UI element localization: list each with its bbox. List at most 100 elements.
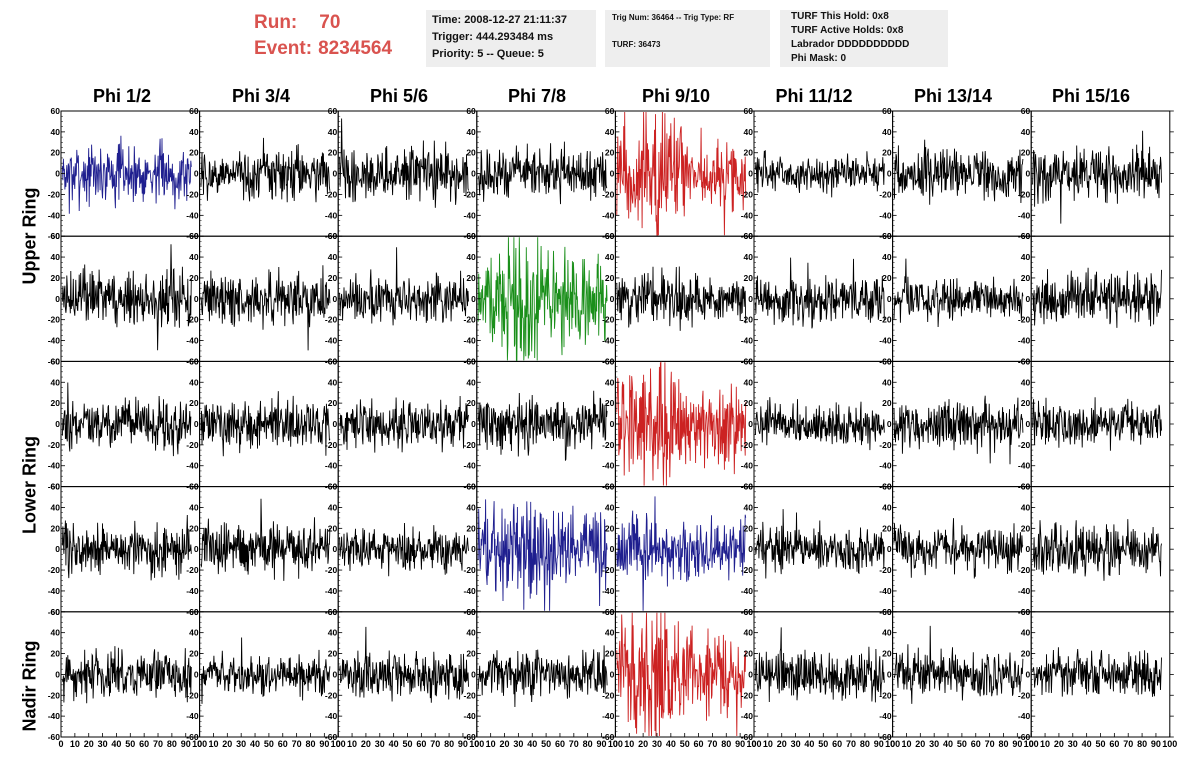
xtick-label-c0-60: 60 (139, 739, 149, 749)
ytick-label-r3-c0-20: 20 (51, 523, 61, 533)
ytick-label-r4-c7--40: -40 (1018, 711, 1031, 721)
ytick-label-r4-c5-40: 40 (744, 628, 754, 638)
xtick-label-c1-40: 40 (250, 739, 260, 749)
ytick-label-r0-c0--60: -60 (48, 231, 61, 241)
ytick-label-r3-c7-0: 0 (1025, 544, 1030, 554)
column-header-phi-5-6: Phi 5/6 (369, 86, 429, 106)
ytick-label-r4-c1--40: -40 (186, 711, 199, 721)
ytick-label-r1-c0-20: 20 (51, 273, 61, 283)
ytick-label-r0-c2--20: -20 (325, 189, 338, 199)
ytick-label-r2-c0--40: -40 (48, 461, 61, 471)
ytick-label-r1-c6--20: -20 (879, 315, 892, 325)
xtick-label-c0-90: 90 (181, 739, 191, 749)
xtick-label-c0-40: 40 (111, 739, 121, 749)
ytick-label-r1-c2-20: 20 (328, 273, 338, 283)
column-header-phi-13-14: Phi 13/14 (913, 86, 993, 106)
phi-mask-line: Phi Mask: 0 (791, 53, 847, 64)
ytick-label-r4-c1-40: 40 (189, 628, 199, 638)
ytick-label-r3-c6-60: 60 (882, 482, 892, 492)
ytick-label-r2-c7--40: -40 (1018, 461, 1031, 471)
ytick-label-r3-c0--60: -60 (48, 607, 61, 617)
ytick-label-r0-c6-40: 40 (882, 127, 892, 137)
xtick-label-c2-30: 30 (375, 739, 385, 749)
xtick-label-c0-20: 20 (84, 739, 94, 749)
ytick-label-r1-c1--40: -40 (186, 336, 199, 346)
ytick-label-r3-c0--20: -20 (48, 565, 61, 575)
ytick-label-r1-c1--20: -20 (186, 315, 199, 325)
ytick-label-r0-c4-0: 0 (610, 169, 615, 179)
ytick-label-r1-c3-40: 40 (466, 252, 476, 262)
ytick-label-r4-c2-20: 20 (328, 649, 338, 659)
column-header-phi-9-10: Phi 9/10 (641, 86, 711, 106)
ytick-label-r0-c7-60: 60 (1021, 106, 1031, 116)
xtick-label-c0-100: 100 (192, 739, 207, 749)
xtick-label-c1-60: 60 (278, 739, 288, 749)
ytick-label-r4-c2-0: 0 (332, 669, 337, 679)
ytick-label-r4-c6-0: 0 (887, 669, 892, 679)
ytick-label-r2-c4-60: 60 (605, 356, 615, 366)
xtick-label-c1-30: 30 (236, 739, 246, 749)
waveform-r4-c0 (61, 646, 192, 704)
ytick-label-r4-c2-60: 60 (328, 607, 338, 617)
xtick-label-c4-10: 10 (624, 739, 634, 749)
ytick-label-r3-c7-60: 60 (1021, 482, 1031, 492)
ytick-label-r4-c0--60: -60 (48, 732, 61, 742)
ytick-label-r4-c1--20: -20 (186, 690, 199, 700)
ytick-label-r4-c1-60: 60 (189, 607, 199, 617)
ytick-label-r4-c7--20: -20 (1018, 690, 1031, 700)
ytick-label-r3-c1-0: 0 (194, 544, 199, 554)
ytick-label-r4-c6--60: -60 (879, 732, 892, 742)
run-label: Run: (254, 12, 298, 33)
waveform-r0-c5 (754, 150, 885, 198)
waveform-r1-c6 (893, 258, 1024, 328)
ytick-label-r2-c0--20: -20 (48, 440, 61, 450)
ytick-label-r0-c5-0: 0 (748, 169, 753, 179)
event-label: Event: (254, 38, 313, 59)
ytick-label-r1-c2--20: -20 (325, 315, 338, 325)
ytick-label-r4-c0-40: 40 (51, 628, 61, 638)
ytick-label-r3-c4--20: -20 (602, 565, 615, 575)
xtick-label-c6-70: 70 (985, 739, 995, 749)
ytick-label-r3-c0--40: -40 (48, 586, 61, 596)
waveform-r1-c3 (477, 237, 608, 361)
waveform-r2-c2 (339, 395, 469, 453)
ytick-label-r3-c3--20: -20 (464, 565, 477, 575)
waveform-r4-c3 (477, 645, 608, 708)
waveform-r0-c4 (616, 111, 747, 236)
ytick-label-r1-c3-0: 0 (471, 294, 476, 304)
xtick-label-c4-100: 100 (746, 739, 761, 749)
ytick-label-r1-c7-60: 60 (1021, 231, 1031, 241)
ytick-label-r0-c2-20: 20 (328, 148, 338, 158)
ytick-label-r4-c5--60: -60 (741, 732, 754, 742)
column-header-phi-1-2: Phi 1/2 (92, 86, 152, 106)
ytick-label-r4-c3-0: 0 (471, 669, 476, 679)
turf-active-line: TURF Active Holds: 0x8 (791, 25, 904, 36)
ytick-label-r0-c2-60: 60 (328, 106, 338, 116)
waveform-r3-c3 (477, 499, 608, 611)
ytick-label-r4-c3--40: -40 (464, 711, 477, 721)
waveform-r4-c4 (616, 612, 747, 737)
ytick-label-r4-c4--40: -40 (602, 711, 615, 721)
xtick-label-c7-20: 20 (1054, 739, 1064, 749)
ytick-label-r1-c2-60: 60 (328, 231, 338, 241)
xtick-label-c3-30: 30 (513, 739, 523, 749)
ytick-label-r0-c0-40: 40 (51, 127, 61, 137)
run-event-box: Run: 70 Event: 8234564 (254, 10, 392, 62)
turf-hold-line: TURF This Hold: 0x8 (791, 11, 889, 22)
waveform-r3-c1 (200, 498, 331, 581)
xtick-label-c6-10: 10 (901, 739, 911, 749)
xtick-label-c5-50: 50 (818, 739, 828, 749)
xtick-label-c1-70: 70 (292, 739, 302, 749)
ytick-label-r1-c6-40: 40 (882, 252, 892, 262)
waveform-r0-c0 (61, 135, 192, 214)
xtick-label-c1-80: 80 (305, 739, 315, 749)
ytick-label-r2-c5-0: 0 (748, 419, 753, 429)
ytick-label-r4-c4-20: 20 (605, 649, 615, 659)
xtick-label-c6-50: 50 (957, 739, 967, 749)
ytick-label-r4-c1-20: 20 (189, 649, 199, 659)
ytick-label-r1-c6-0: 0 (887, 294, 892, 304)
ytick-label-r2-c5--20: -20 (741, 440, 754, 450)
ytick-label-r1-c0--20: -20 (48, 315, 61, 325)
xtick-label-c3-60: 60 (555, 739, 565, 749)
ytick-label-r1-c3-20: 20 (466, 273, 476, 283)
